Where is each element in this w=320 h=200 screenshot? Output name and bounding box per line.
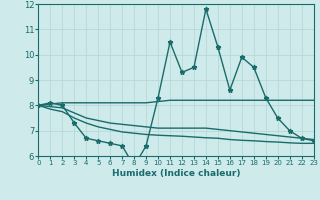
X-axis label: Humidex (Indice chaleur): Humidex (Indice chaleur) [112,169,240,178]
